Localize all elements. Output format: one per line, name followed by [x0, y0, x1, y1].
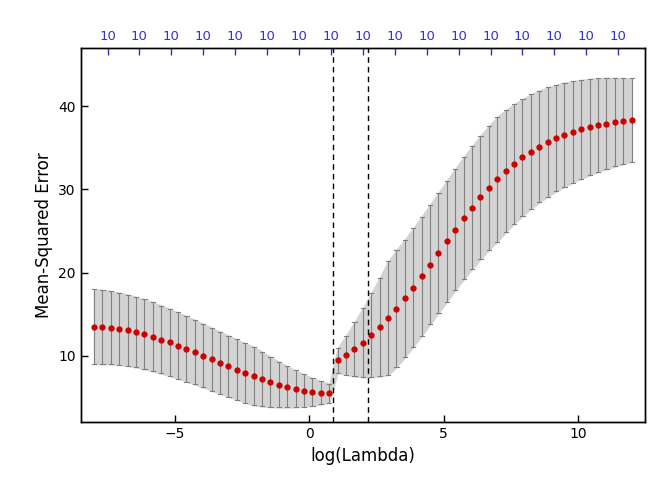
Y-axis label: Mean-Squared Error: Mean-Squared Error	[34, 152, 52, 318]
X-axis label: log(Lambda): log(Lambda)	[310, 447, 415, 465]
